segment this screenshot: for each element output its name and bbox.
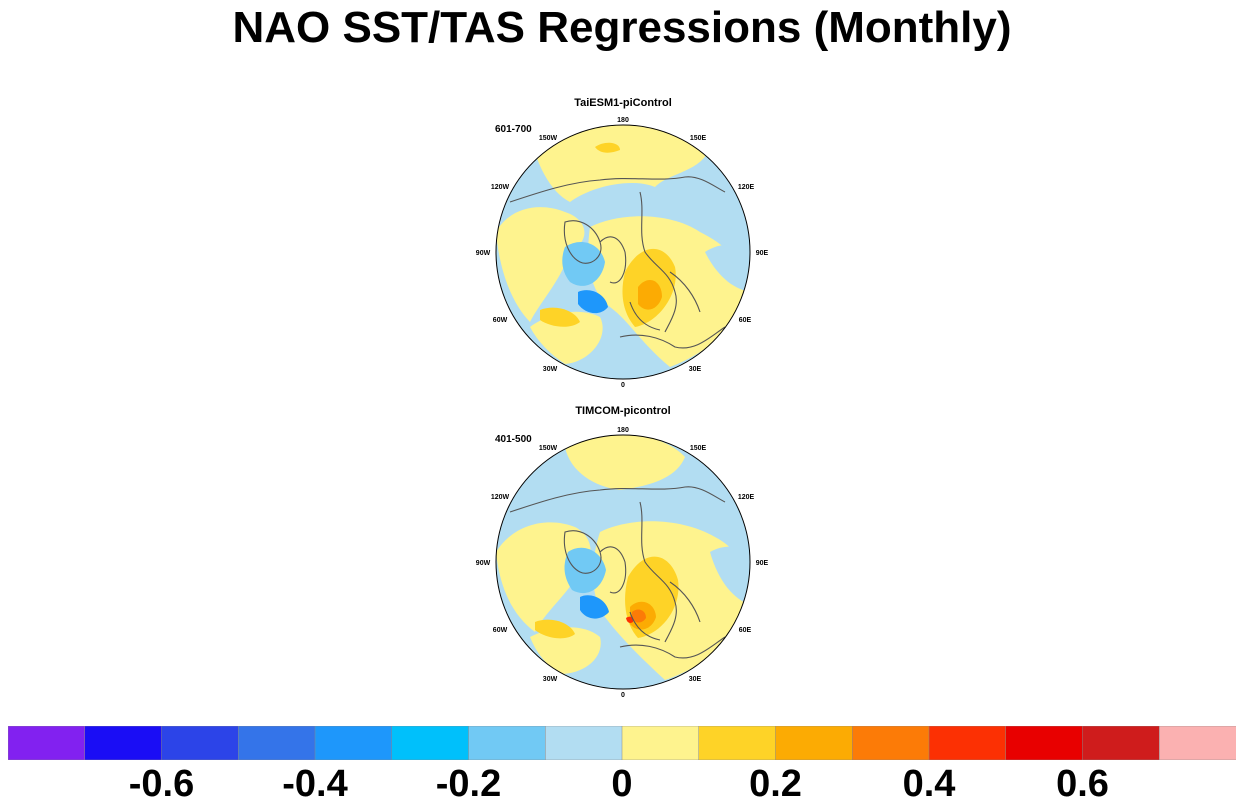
panel-title: TaiESM1-piControl	[574, 97, 672, 109]
colorbar-box	[391, 726, 470, 760]
map-panel-timcom: TIMCOM-picontrol 401-500	[470, 402, 775, 712]
lon-label-60w: 60W	[493, 627, 508, 634]
colorbar-box	[621, 726, 700, 760]
colorbar-box	[238, 726, 316, 760]
lon-label-180: 180	[617, 117, 629, 124]
colorbar-box	[1082, 726, 1160, 760]
lon-label-90w: 90W	[476, 560, 491, 567]
map-boundary	[495, 124, 751, 380]
colorbar-tick-label: 0	[611, 763, 633, 805]
colorbar-box	[928, 726, 1007, 760]
lon-label-30w: 30W	[543, 366, 558, 373]
map-field	[496, 125, 750, 379]
map-panel-taiesm1: TaiESM1-piControl 601-700	[470, 92, 775, 402]
lon-label-120e: 120E	[738, 184, 755, 191]
colorbar-box	[545, 726, 623, 760]
colorbar-box	[852, 726, 930, 760]
period-label: 401-500	[495, 434, 532, 445]
colorbar	[8, 726, 1236, 760]
lon-label-30e: 30E	[689, 676, 702, 683]
colorbar-box	[1005, 726, 1084, 760]
lon-label-90e: 90E	[756, 560, 769, 567]
colorbar-labels: -0.6 -0.4 -0.2 0 0.2 0.4 0.6	[8, 760, 1236, 806]
lon-label-180: 180	[617, 427, 629, 434]
colorbar-tick-label: 0.4	[902, 763, 956, 805]
lon-label-150e: 150E	[690, 445, 707, 452]
colorbar-tick-label: -0.2	[435, 763, 502, 805]
lon-label-150w: 150W	[539, 135, 558, 142]
colorbar-box	[84, 726, 163, 760]
map-field	[496, 435, 750, 689]
lon-label-30e: 30E	[689, 366, 702, 373]
panel-title: TIMCOM-picontrol	[575, 405, 670, 417]
lon-label-60w: 60W	[493, 317, 508, 324]
colorbar-box	[698, 726, 777, 760]
polar-map-taiesm1: TaiESM1-piControl 601-700	[476, 97, 769, 389]
lon-label-0: 0	[621, 382, 625, 389]
lon-label-120e: 120E	[738, 494, 755, 501]
colorbar-tick-label: -0.6	[128, 763, 195, 805]
lon-label-30w: 30W	[543, 676, 558, 683]
colorbar-box	[8, 726, 86, 760]
lon-label-90w: 90W	[476, 250, 491, 257]
lon-label-150e: 150E	[690, 135, 707, 142]
colorbar-box	[468, 726, 546, 760]
lon-label-120w: 120W	[491, 184, 510, 191]
lon-label-120w: 120W	[491, 494, 510, 501]
lon-label-60e: 60E	[739, 627, 752, 634]
map-boundary	[495, 434, 751, 690]
colorbar-tick-label: 0.6	[1056, 763, 1109, 805]
main-title: NAO SST/TAS Regressions (Monthly)	[232, 3, 1012, 52]
colorbar-tick-label: 0.2	[749, 763, 802, 805]
lon-label-150w: 150W	[539, 445, 558, 452]
lon-label-0: 0	[621, 692, 625, 699]
lon-label-60e: 60E	[739, 317, 752, 324]
colorbar-box	[775, 726, 853, 760]
colorbar-box	[1159, 726, 1236, 760]
colorbar-tick-label: -0.4	[282, 763, 348, 805]
period-label: 601-700	[495, 124, 532, 135]
lon-label-90e: 90E	[756, 250, 769, 257]
polar-map-timcom: TIMCOM-picontrol 401-500	[476, 405, 769, 699]
colorbar-box	[314, 726, 393, 760]
colorbar-box	[161, 726, 239, 760]
